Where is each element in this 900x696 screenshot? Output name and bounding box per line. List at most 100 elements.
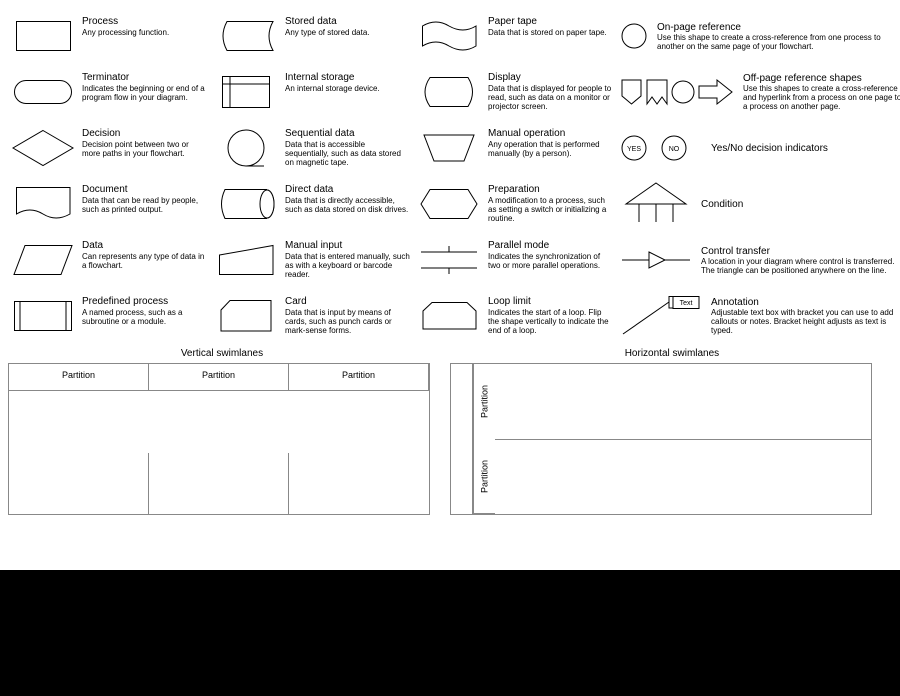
predefined-title: Predefined process — [82, 296, 207, 308]
predefined-text: Predefined process A named process, such… — [82, 290, 207, 342]
condition-title: Condition — [701, 199, 900, 210]
papertape-text: Paper tape Data that is stored on paper … — [488, 10, 613, 62]
manualop-desc: Any operation that is performed manually… — [488, 140, 613, 158]
data-desc: Can represents any type of data in a flo… — [82, 252, 207, 270]
manualinput-shape — [211, 234, 281, 286]
yesno-title: Yes/No decision indicators — [711, 143, 900, 154]
display-title: Display — [488, 72, 613, 84]
card-shape — [211, 290, 281, 342]
vswim-header: Partition — [149, 364, 289, 391]
direct-shape — [211, 178, 281, 230]
looplimit-shape — [414, 290, 484, 342]
parallel-title: Parallel mode — [488, 240, 613, 252]
document-desc: Data that can be read by people, such as… — [82, 196, 207, 214]
papertape-title: Paper tape — [488, 16, 613, 28]
internal-desc: An internal storage device. — [285, 84, 410, 93]
sequential-desc: Data that is accessible sequentially, su… — [285, 140, 410, 168]
offpage-row: Off-page reference shapes Use this shape… — [617, 66, 900, 118]
direct-title: Direct data — [285, 184, 410, 196]
vswim-header: Partition — [289, 364, 429, 391]
card-title: Card — [285, 296, 410, 308]
stored-title: Stored data — [285, 16, 410, 28]
swimlane-titles: Vertical swimlanes Horizontal swimlanes — [0, 348, 900, 359]
annotation-row: Text Annotation Adjustable text box with… — [617, 290, 900, 342]
document-text: Document Data that can be read by people… — [82, 178, 207, 230]
terminator-desc: Indicates the beginning or end of a prog… — [82, 84, 207, 102]
hswim-body — [495, 364, 871, 439]
data-text: Data Can represents any type of data in … — [82, 234, 207, 286]
yesno-shapes: YES NO — [621, 135, 701, 161]
decision-shape — [8, 122, 78, 174]
terminator-text: Terminator Indicates the beginning or en… — [82, 66, 207, 118]
stored-shape — [211, 10, 281, 62]
swimlane-wrap: Partition Partition Partition Partition … — [0, 359, 900, 515]
vertical-swimlane: Partition Partition Partition — [8, 363, 430, 515]
manualinput-title: Manual input — [285, 240, 410, 252]
terminator-title: Terminator — [82, 72, 207, 84]
decision-title: Decision — [82, 128, 207, 140]
vswim-body — [9, 453, 149, 515]
card-text: Card Data that is input by means of card… — [285, 290, 410, 342]
preparation-desc: A modification to a process, such as set… — [488, 196, 613, 224]
no-label: NO — [669, 146, 680, 153]
stored-text: Stored data Any type of stored data. — [285, 10, 410, 62]
decision-text: Decision Decision point between two or m… — [82, 122, 207, 174]
shape-grid: Process Any processing function. Stored … — [0, 0, 900, 342]
annotation-title: Annotation — [711, 297, 900, 308]
preparation-title: Preparation — [488, 184, 613, 196]
preparation-text: Preparation A modification to a process,… — [488, 178, 613, 230]
process-title: Process — [82, 16, 207, 28]
parallel-text: Parallel mode Indicates the synchronizat… — [488, 234, 613, 286]
internal-title: Internal storage — [285, 72, 410, 84]
onpage-row: On-page reference Use this shape to crea… — [617, 10, 900, 62]
parallel-shape — [414, 234, 484, 286]
vswim-body — [289, 453, 429, 515]
diagram-canvas: Process Any processing function. Stored … — [0, 0, 900, 570]
horizontal-swimlane: Partition Partition — [450, 363, 872, 515]
horizontal-swimlane-title: Horizontal swimlanes — [625, 348, 719, 359]
internal-text: Internal storage An internal storage dev… — [285, 66, 410, 118]
hswim-header: Partition — [473, 439, 495, 514]
direct-desc: Data that is directly accessible, such a… — [285, 196, 410, 214]
looplimit-text: Loop limit Indicates the start of a loop… — [488, 290, 613, 342]
yesno-row: YES NO Yes/No decision indicators — [617, 122, 900, 174]
condition-row: Condition — [617, 178, 900, 230]
looplimit-desc: Indicates the start of a loop. Flip the … — [488, 308, 613, 336]
looplimit-title: Loop limit — [488, 296, 613, 308]
data-shape — [8, 234, 78, 286]
manualop-shape — [414, 122, 484, 174]
stored-desc: Any type of stored data. — [285, 28, 410, 37]
control-row: Control transfer A location in your diag… — [617, 234, 900, 286]
manualop-title: Manual operation — [488, 128, 613, 140]
vswim-header: Partition — [9, 364, 149, 391]
data-title: Data — [82, 240, 207, 252]
papertape-shape — [414, 10, 484, 62]
predefined-desc: A named process, such as a subroutine or… — [82, 308, 207, 326]
process-shape — [8, 10, 78, 62]
document-shape — [8, 178, 78, 230]
control-desc: A location in your diagram where control… — [701, 257, 900, 275]
vertical-swimlane-title: Vertical swimlanes — [181, 348, 263, 359]
annotation-desc: Adjustable text box with bracket you can… — [711, 308, 900, 335]
manualop-text: Manual operation Any operation that is p… — [488, 122, 613, 174]
display-desc: Data that is displayed for people to rea… — [488, 84, 613, 112]
onpage-title: On-page reference — [657, 22, 900, 33]
onpage-desc: Use this shape to create a cross-referen… — [657, 33, 900, 51]
hswim-header: Partition — [473, 364, 495, 439]
offpage-shapes — [621, 79, 733, 105]
internal-shape — [211, 66, 281, 118]
predefined-shape — [8, 290, 78, 342]
annotation-shape: Text — [621, 296, 701, 336]
onpage-shape — [621, 23, 647, 49]
hswim-body — [495, 439, 871, 514]
card-desc: Data that is input by means of cards, su… — [285, 308, 410, 336]
manualinput-desc: Data that is entered manually, such as w… — [285, 252, 410, 280]
hswim-corner — [451, 364, 473, 514]
manualinput-text: Manual input Data that is entered manual… — [285, 234, 410, 286]
decision-desc: Decision point between two or more paths… — [82, 140, 207, 158]
offpage-desc: Use this shapes to create a cross-refere… — [743, 84, 900, 111]
yes-label: YES — [627, 146, 641, 153]
document-title: Document — [82, 184, 207, 196]
control-title: Control transfer — [701, 246, 900, 257]
direct-text: Direct data Data that is directly access… — [285, 178, 410, 230]
